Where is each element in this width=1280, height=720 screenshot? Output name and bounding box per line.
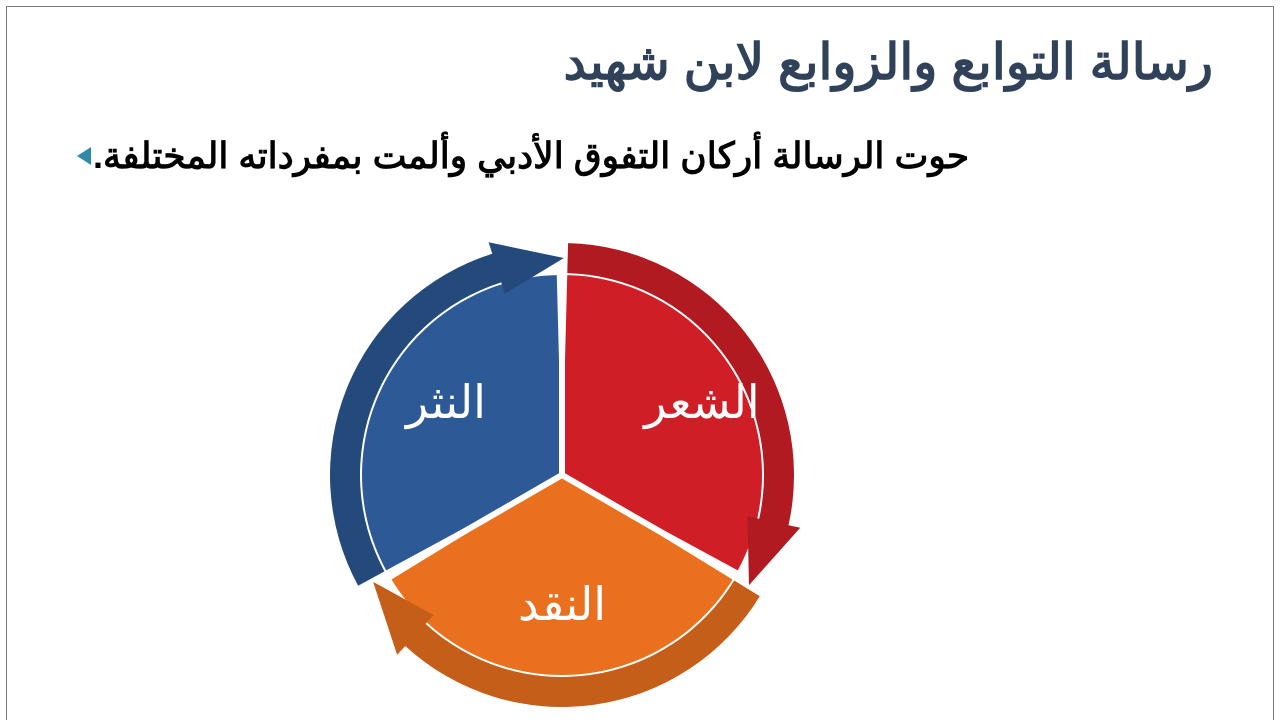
cycle-svg	[322, 235, 802, 715]
segment-label-poetry: الشعر	[622, 375, 782, 429]
bullet-row: حوت الرسالة أركان التفوق الأدبي وألمت بم…	[67, 135, 1213, 177]
bullet-arrow-icon	[77, 147, 91, 165]
segment-label-prose: النثر	[366, 375, 526, 429]
slide-title: رسالة التوابع والزوابع لابن شهيد	[563, 33, 1213, 91]
cycle-diagram: الشعر النقد النثر	[322, 235, 802, 715]
slide-frame: رسالة التوابع والزوابع لابن شهيد حوت الر…	[6, 6, 1274, 720]
bullet-text: حوت الرسالة أركان التفوق الأدبي وألمت بم…	[93, 135, 969, 177]
segment-label-criticism: النقد	[482, 577, 642, 631]
